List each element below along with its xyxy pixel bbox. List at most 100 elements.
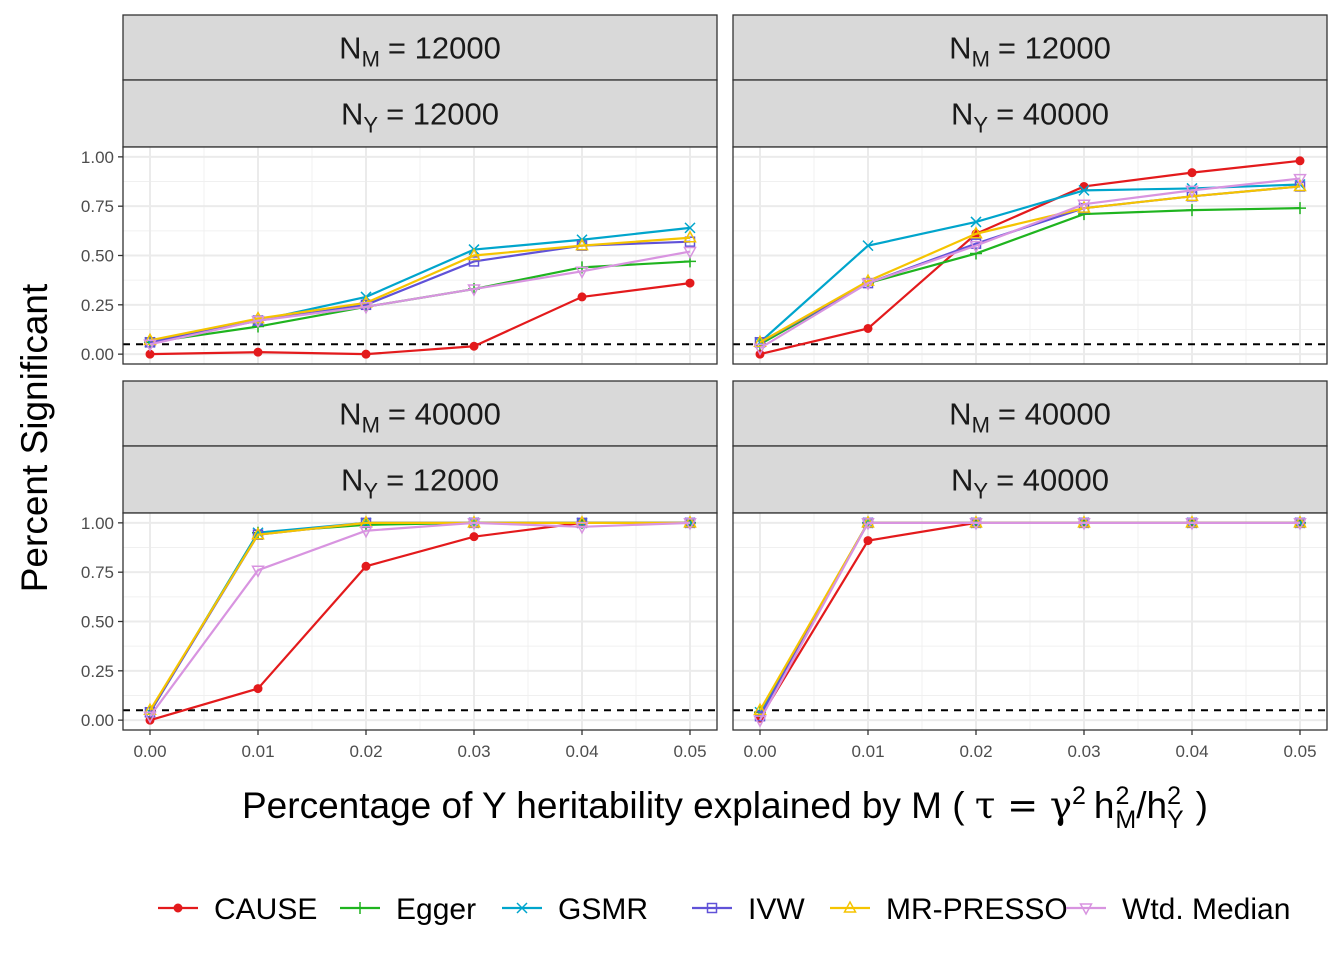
panel-2: NM = 12000 NY = 40000 bbox=[732, 14, 1328, 365]
strip-bottom-label: NY = 40000 bbox=[951, 463, 1109, 504]
data-point bbox=[469, 532, 479, 542]
x-axis-title: Percentage of Y heritability explained b… bbox=[242, 782, 1208, 834]
data-point bbox=[575, 266, 589, 279]
data-point bbox=[467, 284, 481, 297]
data-point bbox=[1077, 200, 1091, 213]
data-point bbox=[1186, 204, 1198, 217]
data-point bbox=[969, 240, 983, 254]
data-point bbox=[253, 347, 263, 357]
legend-key-marker bbox=[1079, 903, 1093, 916]
strip-top-background bbox=[122, 380, 718, 447]
data-point bbox=[861, 273, 875, 286]
panel-border bbox=[732, 512, 1328, 731]
data-point bbox=[1293, 173, 1307, 187]
data-point bbox=[361, 349, 371, 359]
data-point bbox=[753, 702, 767, 716]
x-tick-label: 0.05 bbox=[673, 742, 706, 761]
data-point bbox=[862, 240, 874, 252]
x-tick-label: 0.00 bbox=[133, 742, 166, 761]
series-line bbox=[149, 236, 691, 342]
data-point bbox=[143, 339, 157, 352]
data-point bbox=[143, 702, 157, 716]
data-point bbox=[577, 292, 587, 302]
y-tick-label: 0.50 bbox=[81, 613, 114, 632]
data-point bbox=[861, 518, 875, 531]
data-point bbox=[1077, 199, 1091, 212]
data-point bbox=[1293, 178, 1307, 192]
panel-4: NM = 40000 NY = 40000 0.00 0.01 0.02 0.03 0.04 0.… bbox=[732, 380, 1328, 761]
data-point bbox=[1294, 202, 1306, 215]
x-tick-label: 0.04 bbox=[1175, 742, 1208, 761]
data-point bbox=[1187, 168, 1197, 178]
strip-top-label: NM = 12000 bbox=[949, 31, 1111, 72]
panel-border bbox=[732, 146, 1328, 365]
strip-bottom-background bbox=[122, 79, 718, 148]
panel-3: NM = 40000 NY = 12000 0.00 0.25 0.50 0.75 1.00 0.… bbox=[81, 380, 718, 761]
x-tick-label: 0.03 bbox=[1067, 742, 1100, 761]
y-tick-label: 0.25 bbox=[81, 662, 114, 681]
data-point bbox=[1295, 156, 1305, 166]
data-point bbox=[1185, 188, 1199, 202]
data-point bbox=[251, 527, 265, 540]
legend-label: Wtd. Median bbox=[1122, 893, 1290, 926]
data-point bbox=[683, 230, 697, 243]
legend-label: GSMR bbox=[558, 893, 648, 926]
data-point bbox=[1185, 518, 1199, 531]
data-point bbox=[253, 684, 263, 694]
series-line bbox=[759, 185, 1301, 344]
data-point bbox=[683, 246, 697, 260]
series-wtd-median bbox=[753, 173, 1307, 356]
strip-bottom-label: NY = 12000 bbox=[341, 97, 499, 138]
x-tick-label: 0.02 bbox=[959, 742, 992, 761]
x-tick-label: 0.01 bbox=[851, 742, 884, 761]
strip-top-label: NM = 40000 bbox=[949, 397, 1111, 438]
series-mr-presso bbox=[143, 230, 697, 346]
panel-1: NM = 12000 NY = 12000 0.00 0.25 0.50 0.75 1.00 bbox=[81, 14, 718, 365]
x-tick-label: 0.01 bbox=[241, 742, 274, 761]
legend-item-mr-presso: MR-PRESSO bbox=[830, 893, 1068, 926]
legend-label: Egger bbox=[396, 893, 476, 926]
legend-key-marker bbox=[173, 903, 183, 913]
series-line bbox=[759, 159, 1301, 356]
series-cause bbox=[145, 278, 695, 359]
legend-key-marker bbox=[706, 902, 718, 914]
data-point bbox=[685, 278, 695, 288]
legend-key-marker bbox=[516, 902, 528, 914]
legend-key-marker bbox=[354, 902, 366, 914]
data-point bbox=[684, 222, 696, 234]
legend-label: CAUSE bbox=[214, 893, 317, 926]
y-tick-label: 0.50 bbox=[81, 247, 114, 266]
strip-top-background bbox=[732, 380, 1328, 447]
data-point bbox=[467, 247, 481, 261]
y-axis-title: Percent Significant bbox=[14, 283, 55, 592]
data-point bbox=[359, 302, 373, 315]
series-line bbox=[149, 282, 691, 356]
data-point bbox=[1078, 184, 1090, 196]
data-point bbox=[359, 526, 373, 539]
series-wtd-median bbox=[753, 518, 1307, 728]
data-point bbox=[143, 711, 157, 724]
series-line bbox=[759, 521, 1300, 721]
data-point bbox=[683, 518, 697, 531]
y-tick-label: 0.00 bbox=[81, 711, 114, 730]
x-tick-label: 0.02 bbox=[349, 742, 382, 761]
y-tick-label: 0.75 bbox=[81, 197, 114, 216]
series-line bbox=[149, 250, 691, 346]
data-point bbox=[969, 226, 983, 239]
legend-item-egger: Egger bbox=[340, 893, 476, 926]
data-point bbox=[361, 561, 371, 571]
data-point bbox=[753, 334, 767, 348]
legend-item-wtd-median: Wtd. Median bbox=[1066, 893, 1290, 926]
data-point bbox=[969, 518, 983, 531]
data-point bbox=[970, 247, 982, 260]
legend-item-gsmr: GSMR bbox=[502, 893, 648, 926]
data-point bbox=[468, 256, 480, 267]
data-point bbox=[251, 315, 265, 329]
y-tick-label: 0.00 bbox=[81, 345, 114, 364]
series-line bbox=[759, 177, 1301, 350]
series-line bbox=[149, 521, 691, 717]
data-point bbox=[575, 522, 589, 535]
legend-key-marker bbox=[843, 900, 857, 913]
data-point bbox=[753, 715, 767, 728]
